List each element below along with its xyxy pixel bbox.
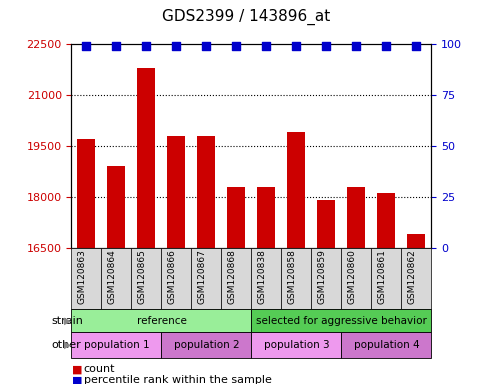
Text: ■: ■ bbox=[71, 375, 82, 384]
Bar bbox=[227, 187, 246, 384]
Point bbox=[142, 43, 150, 49]
Point bbox=[292, 43, 300, 49]
Text: population 2: population 2 bbox=[174, 340, 239, 350]
Point bbox=[203, 43, 211, 49]
Text: GSM120859: GSM120859 bbox=[317, 250, 326, 305]
Point bbox=[82, 43, 90, 49]
Point bbox=[322, 43, 330, 49]
Bar bbox=[107, 166, 125, 384]
Bar bbox=[197, 136, 215, 384]
Bar bbox=[348, 187, 365, 384]
Point bbox=[262, 43, 270, 49]
Text: GSM120862: GSM120862 bbox=[407, 250, 417, 305]
Text: GSM120868: GSM120868 bbox=[227, 250, 237, 305]
Point bbox=[352, 43, 360, 49]
Point bbox=[112, 43, 120, 49]
Text: percentile rank within the sample: percentile rank within the sample bbox=[84, 375, 272, 384]
Text: ▶: ▶ bbox=[64, 316, 71, 326]
Bar bbox=[168, 136, 185, 384]
Point bbox=[173, 43, 180, 49]
Point bbox=[233, 43, 241, 49]
Bar bbox=[407, 234, 425, 384]
Text: ▶: ▶ bbox=[64, 340, 71, 350]
Text: GSM120865: GSM120865 bbox=[138, 250, 146, 305]
Text: GDS2399 / 143896_at: GDS2399 / 143896_at bbox=[162, 9, 331, 25]
Text: GSM120838: GSM120838 bbox=[257, 250, 266, 305]
Point bbox=[383, 43, 390, 49]
Text: strain: strain bbox=[52, 316, 84, 326]
Bar bbox=[257, 187, 276, 384]
Text: population 3: population 3 bbox=[264, 340, 329, 350]
Bar bbox=[317, 200, 335, 384]
Text: other: other bbox=[52, 340, 81, 350]
Point bbox=[413, 43, 421, 49]
Text: GSM120867: GSM120867 bbox=[197, 250, 207, 305]
Bar bbox=[377, 194, 395, 384]
Text: population 1: population 1 bbox=[84, 340, 149, 350]
Text: GSM120864: GSM120864 bbox=[107, 250, 116, 305]
Bar bbox=[138, 68, 155, 384]
Text: GSM120858: GSM120858 bbox=[287, 250, 296, 305]
Text: GSM120863: GSM120863 bbox=[77, 250, 86, 305]
Text: reference: reference bbox=[137, 316, 186, 326]
Text: count: count bbox=[84, 364, 115, 374]
Text: GSM120866: GSM120866 bbox=[168, 250, 176, 305]
Text: ■: ■ bbox=[71, 364, 82, 374]
Text: GSM120861: GSM120861 bbox=[377, 250, 387, 305]
Text: GSM120860: GSM120860 bbox=[348, 250, 356, 305]
Bar bbox=[77, 139, 96, 384]
Text: population 4: population 4 bbox=[353, 340, 419, 350]
Text: selected for aggressive behavior: selected for aggressive behavior bbox=[256, 316, 427, 326]
Bar bbox=[287, 132, 305, 384]
